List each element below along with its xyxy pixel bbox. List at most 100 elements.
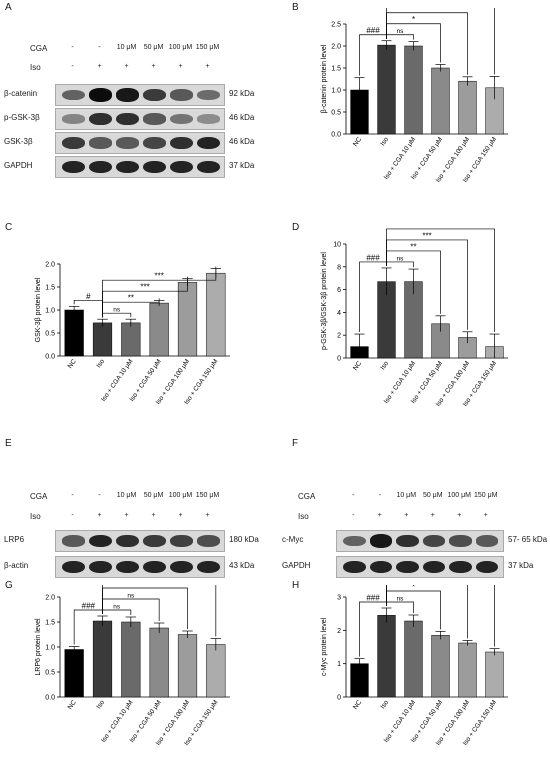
- blot-band: [143, 560, 166, 574]
- bar: [149, 302, 169, 357]
- blot-band: [197, 160, 220, 174]
- blot-band: [170, 113, 193, 125]
- blot-band: [343, 560, 366, 574]
- treatment-cell: 100 μM: [447, 492, 472, 499]
- y-tick-label: 4: [337, 310, 341, 317]
- treatment-cell: +: [124, 63, 129, 70]
- protein-label: GSK-3β: [4, 137, 33, 146]
- significance-label: *: [412, 15, 415, 24]
- y-tick-label: 1.5: [45, 620, 55, 627]
- y-tick-label: 2.0: [331, 44, 341, 51]
- y-axis-label: GSK-3β protein level: [35, 277, 42, 342]
- bar: [377, 615, 396, 698]
- x-tick-label: Iso: [379, 360, 390, 371]
- y-tick-label: 2.0: [45, 595, 55, 602]
- significance-bracket: [102, 312, 132, 318]
- blot-band: [475, 560, 498, 574]
- blot-band: [89, 534, 112, 548]
- y-tick-label: 0.5: [331, 110, 341, 117]
- panel-letter-e: E: [5, 438, 12, 449]
- blot-band: [116, 560, 139, 574]
- treatment-cell: +: [205, 63, 210, 70]
- y-tick-label: 1.5: [45, 285, 55, 292]
- molecular-weight-label: 37 kDa: [229, 161, 255, 170]
- x-tick-label: Iso: [379, 136, 390, 147]
- significance-label: ###: [82, 602, 96, 611]
- treatment-label-1: Iso: [298, 512, 309, 521]
- molecular-weight-label: 46 kDa: [229, 137, 255, 146]
- bar: [485, 651, 504, 698]
- blot-band: [343, 535, 366, 547]
- significance-label: ***: [422, 231, 431, 240]
- treatment-cell: +: [178, 63, 183, 70]
- bar: [92, 620, 113, 698]
- significance-label: ns: [397, 596, 405, 603]
- blot-band: [116, 137, 139, 149]
- y-tick-label: 1.0: [45, 308, 55, 315]
- blot-strip: [336, 530, 504, 552]
- treatment-cell: -: [98, 44, 101, 51]
- blot-band: [62, 114, 85, 124]
- bar: [458, 80, 477, 135]
- significance-label: ###: [366, 26, 380, 35]
- blot-band: [170, 534, 193, 547]
- protein-label: GAPDH: [4, 161, 33, 170]
- bar: [458, 642, 477, 698]
- significance-bracket: [386, 585, 468, 639]
- blot-strip: [55, 108, 225, 130]
- y-tick-label: 0.5: [45, 670, 55, 677]
- treatment-cell: +: [97, 512, 102, 519]
- treatment-cell: 50 μM: [143, 44, 164, 51]
- protein-label: β-actin: [4, 561, 29, 570]
- treatment-label-1: Iso: [30, 512, 41, 521]
- significance-label: *: [143, 585, 146, 589]
- treatment-cell: 100 μM: [168, 44, 193, 51]
- treatment-cell: +: [178, 512, 183, 519]
- bar: [149, 627, 169, 698]
- significance-bracket: [386, 228, 495, 333]
- blot-band: [197, 535, 220, 547]
- protein-label: GAPDH: [282, 561, 311, 570]
- blot-strip: [55, 156, 225, 178]
- y-tick-label: 0: [337, 695, 341, 702]
- significance-bracket: [102, 585, 217, 637]
- x-tick-label: NC: [352, 136, 363, 148]
- y-tick-label: 6: [337, 287, 341, 294]
- y-tick-label: 1.5: [331, 66, 341, 73]
- treatment-cell: 50 μM: [422, 492, 443, 499]
- treatment-cell: 10 μM: [396, 492, 417, 499]
- x-tick-label: NC: [67, 699, 78, 711]
- blot-band: [170, 136, 193, 150]
- y-tick-label: 2.0: [45, 262, 55, 269]
- blot-band: [143, 160, 166, 174]
- treatment-cell: -: [71, 44, 74, 51]
- significance-bracket: [386, 261, 414, 268]
- significance-label: ***: [436, 228, 445, 229]
- treatment-label-1: Iso: [30, 63, 41, 72]
- significance-label: #: [86, 292, 91, 301]
- significance-label: ns: [397, 255, 405, 262]
- significance-bracket: [386, 601, 414, 613]
- treatment-cell: +: [404, 512, 409, 519]
- western-blot-a: CGA - - 10 μM 50 μM 100 μM 150 μM Iso - + + + + + β-ca…: [0, 0, 285, 215]
- blot-band: [197, 136, 220, 150]
- x-tick-label: NC: [352, 699, 363, 711]
- protein-label: LRP6: [4, 535, 25, 544]
- x-tick-label: Iso: [379, 699, 390, 710]
- y-axis-label: LRP6 protein level: [35, 618, 42, 676]
- y-tick-label: 0.0: [45, 354, 55, 361]
- treatment-cell: +: [97, 63, 102, 70]
- blot-strip: [55, 530, 225, 552]
- blot-band: [89, 88, 112, 102]
- significance-label: ns: [127, 593, 135, 600]
- treatment-cell: -: [98, 492, 101, 499]
- treatment-cell: +: [483, 512, 488, 519]
- y-axis-label: p-GSK-3β/GSK-3β protein level: [321, 252, 328, 350]
- treatment-cell: +: [151, 512, 156, 519]
- significance-label: ***: [140, 283, 149, 292]
- x-tick-label: Iso: [95, 699, 106, 710]
- blot-band: [170, 160, 193, 174]
- significance-bracket: [386, 34, 414, 40]
- blot-band: [449, 560, 472, 574]
